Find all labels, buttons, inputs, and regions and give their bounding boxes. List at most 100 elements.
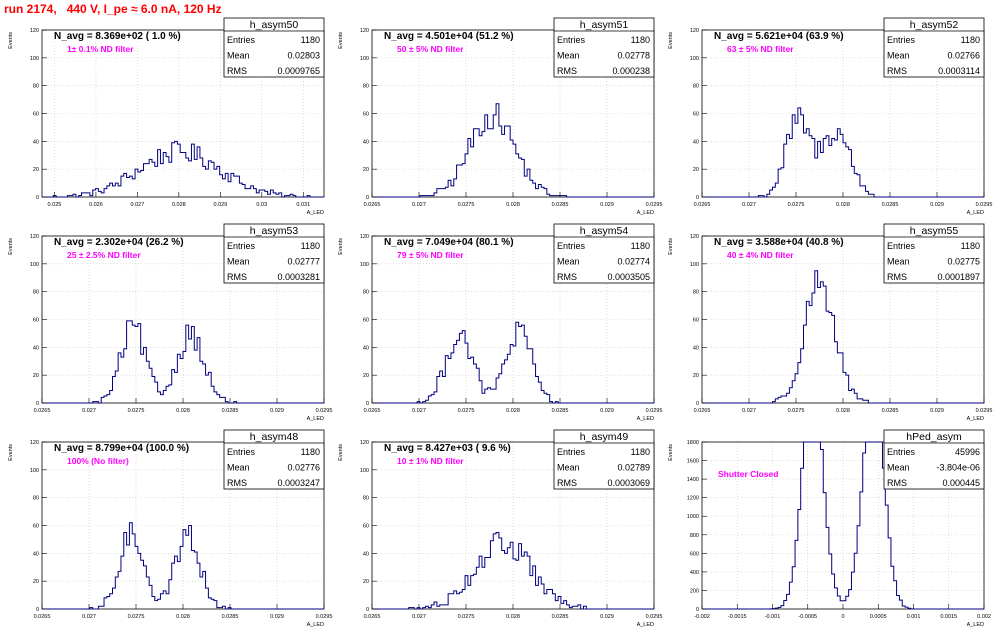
y-axis-title: Events bbox=[668, 238, 674, 255]
y-tick-label: 0 bbox=[366, 195, 369, 201]
x-tick-label: 0.0265 bbox=[364, 614, 381, 620]
x-tick-label: -0.002 bbox=[694, 614, 710, 620]
x-tick-label: 0.029 bbox=[270, 408, 284, 414]
histogram-canvas: 0.025 0.026 0.027 0.028 0.029 0.03 0.031 0 20 40 6… bbox=[8, 17, 325, 216]
stats-value: 0.02778 bbox=[617, 51, 650, 61]
y-tick-label: 80 bbox=[33, 290, 39, 296]
navg-label: N_avg = 5.621e+04 (63.9 %) bbox=[714, 31, 844, 42]
x-tick-label: 0.0285 bbox=[222, 408, 239, 414]
y-tick-label: 0 bbox=[366, 607, 369, 613]
histogram-series bbox=[372, 531, 654, 610]
stats-label: Entries bbox=[557, 35, 586, 45]
y-tick-label: 100 bbox=[30, 56, 39, 62]
stats-value: 0.02774 bbox=[617, 257, 650, 267]
x-tick-label: 0.029 bbox=[930, 408, 944, 414]
x-tick-label: 0.03 bbox=[256, 202, 267, 208]
x-tick-label: 0.028 bbox=[506, 408, 520, 414]
y-tick-label: 100 bbox=[360, 468, 369, 474]
x-tick-label: 0.028 bbox=[176, 408, 190, 414]
x-tick-label: 0.0275 bbox=[128, 614, 145, 620]
x-tick-label: 0.029 bbox=[213, 202, 227, 208]
x-tick-label: 0.027 bbox=[742, 202, 756, 208]
x-tick-label: 0.002 bbox=[977, 614, 991, 620]
stats-label: Mean bbox=[557, 257, 580, 267]
stats-value: 1180 bbox=[301, 447, 320, 457]
y-axis-title: Events bbox=[338, 32, 344, 49]
y-tick-label: 60 bbox=[33, 112, 39, 118]
stats-box bbox=[223, 223, 325, 284]
x-tick-label: 0.0295 bbox=[976, 408, 993, 414]
histogram-canvas: -0.002 -0.0015 -0.001 -0.0005 0 0.0005 0.001 0.… bbox=[668, 429, 991, 628]
stats-title: h_asym49 bbox=[580, 431, 629, 443]
histogram-panel-hPed_asym: -0.002 -0.0015 -0.001 -0.0005 0 0.0005 0.001 0.… bbox=[664, 428, 994, 639]
y-tick-label: 80 bbox=[363, 496, 369, 502]
stats-label: RMS bbox=[557, 272, 577, 282]
x-tick-label: 0.0295 bbox=[316, 408, 333, 414]
y-tick-label: 0 bbox=[36, 401, 39, 407]
stats-label: Entries bbox=[557, 241, 586, 251]
x-tick-label: 0.027 bbox=[412, 614, 426, 620]
stats-value: 1180 bbox=[301, 35, 320, 45]
x-tick-label: 0.0275 bbox=[458, 614, 475, 620]
y-tick-label: 1000 bbox=[687, 514, 699, 520]
x-tick-label: 0.029 bbox=[270, 614, 284, 620]
y-tick-label: 60 bbox=[33, 318, 39, 324]
x-tick-label: 0.0285 bbox=[552, 202, 569, 208]
x-tick-label: 0.001 bbox=[907, 614, 921, 620]
stats-value: 45996 bbox=[955, 447, 980, 457]
x-tick-label: 0.031 bbox=[296, 202, 310, 208]
y-tick-label: 800 bbox=[690, 533, 699, 539]
y-tick-label: 100 bbox=[690, 56, 699, 62]
x-tick-label: 0.029 bbox=[600, 614, 614, 620]
x-tick-label: -0.001 bbox=[765, 614, 781, 620]
stats-label: RMS bbox=[887, 66, 907, 76]
y-tick-label: 120 bbox=[30, 440, 39, 446]
stats-label: Mean bbox=[557, 51, 580, 61]
y-tick-label: 40 bbox=[363, 551, 369, 557]
y-tick-label: 40 bbox=[693, 139, 699, 145]
stats-label: RMS bbox=[887, 272, 907, 282]
y-tick-label: 40 bbox=[33, 139, 39, 145]
y-tick-label: 200 bbox=[690, 588, 699, 594]
stats-value: 1180 bbox=[631, 447, 650, 457]
y-axis-title: Events bbox=[668, 32, 674, 49]
stats-value: 1180 bbox=[961, 35, 980, 45]
histogram-series bbox=[42, 522, 324, 610]
histogram-canvas: 0.0265 0.027 0.0275 0.028 0.0285 0.029 0.0295 0… bbox=[338, 17, 662, 216]
x-tick-label: 0.0265 bbox=[694, 202, 711, 208]
y-tick-label: 20 bbox=[363, 579, 369, 585]
x-tick-label: 0.0275 bbox=[788, 202, 805, 208]
histogram-panel-h_asym51: 0.0265 0.027 0.0275 0.028 0.0285 0.029 0.0295 0… bbox=[334, 16, 664, 227]
histogram-series bbox=[372, 321, 654, 404]
y-tick-label: 0 bbox=[366, 401, 369, 407]
navg-label: N_avg = 8.369e+02 ( 1.0 %) bbox=[54, 31, 181, 42]
x-tick-label: 0.027 bbox=[82, 614, 96, 620]
stats-value: 0.0001897 bbox=[937, 272, 980, 282]
x-tick-label: -0.0015 bbox=[728, 614, 747, 620]
y-tick-label: 80 bbox=[363, 290, 369, 296]
filter-annotation: Shutter Closed bbox=[718, 469, 778, 479]
y-tick-label: 80 bbox=[33, 84, 39, 90]
stats-value: 0.02777 bbox=[287, 257, 320, 267]
y-tick-label: 20 bbox=[33, 373, 39, 379]
x-tick-label: 0.027 bbox=[742, 408, 756, 414]
histogram-canvas: 0.0265 0.027 0.0275 0.028 0.0285 0.029 0.0295 0… bbox=[338, 429, 662, 628]
histogram-panel-h_asym54: 0.0265 0.027 0.0275 0.028 0.0285 0.029 0.0295 0… bbox=[334, 222, 664, 433]
x-tick-label: 0.0285 bbox=[552, 408, 569, 414]
y-tick-label: 0 bbox=[696, 195, 699, 201]
stats-box bbox=[223, 17, 325, 78]
y-tick-label: 20 bbox=[693, 373, 699, 379]
x-tick-label: 0.028 bbox=[172, 202, 186, 208]
stats-label: Mean bbox=[227, 463, 250, 473]
histogram-canvas: 0.0265 0.027 0.0275 0.028 0.0285 0.029 0.0295 0… bbox=[668, 17, 992, 216]
stats-box bbox=[553, 429, 655, 490]
stats-value: 0.0003114 bbox=[938, 66, 980, 76]
stats-label: Entries bbox=[227, 35, 256, 45]
y-tick-label: 40 bbox=[33, 551, 39, 557]
x-tick-label: 0.0015 bbox=[940, 614, 957, 620]
x-tick-label: 0.0265 bbox=[364, 408, 381, 414]
y-tick-label: 20 bbox=[363, 167, 369, 173]
stats-title: h_asym52 bbox=[910, 19, 959, 31]
x-tick-label: 0.029 bbox=[600, 408, 614, 414]
stats-box bbox=[883, 223, 985, 284]
